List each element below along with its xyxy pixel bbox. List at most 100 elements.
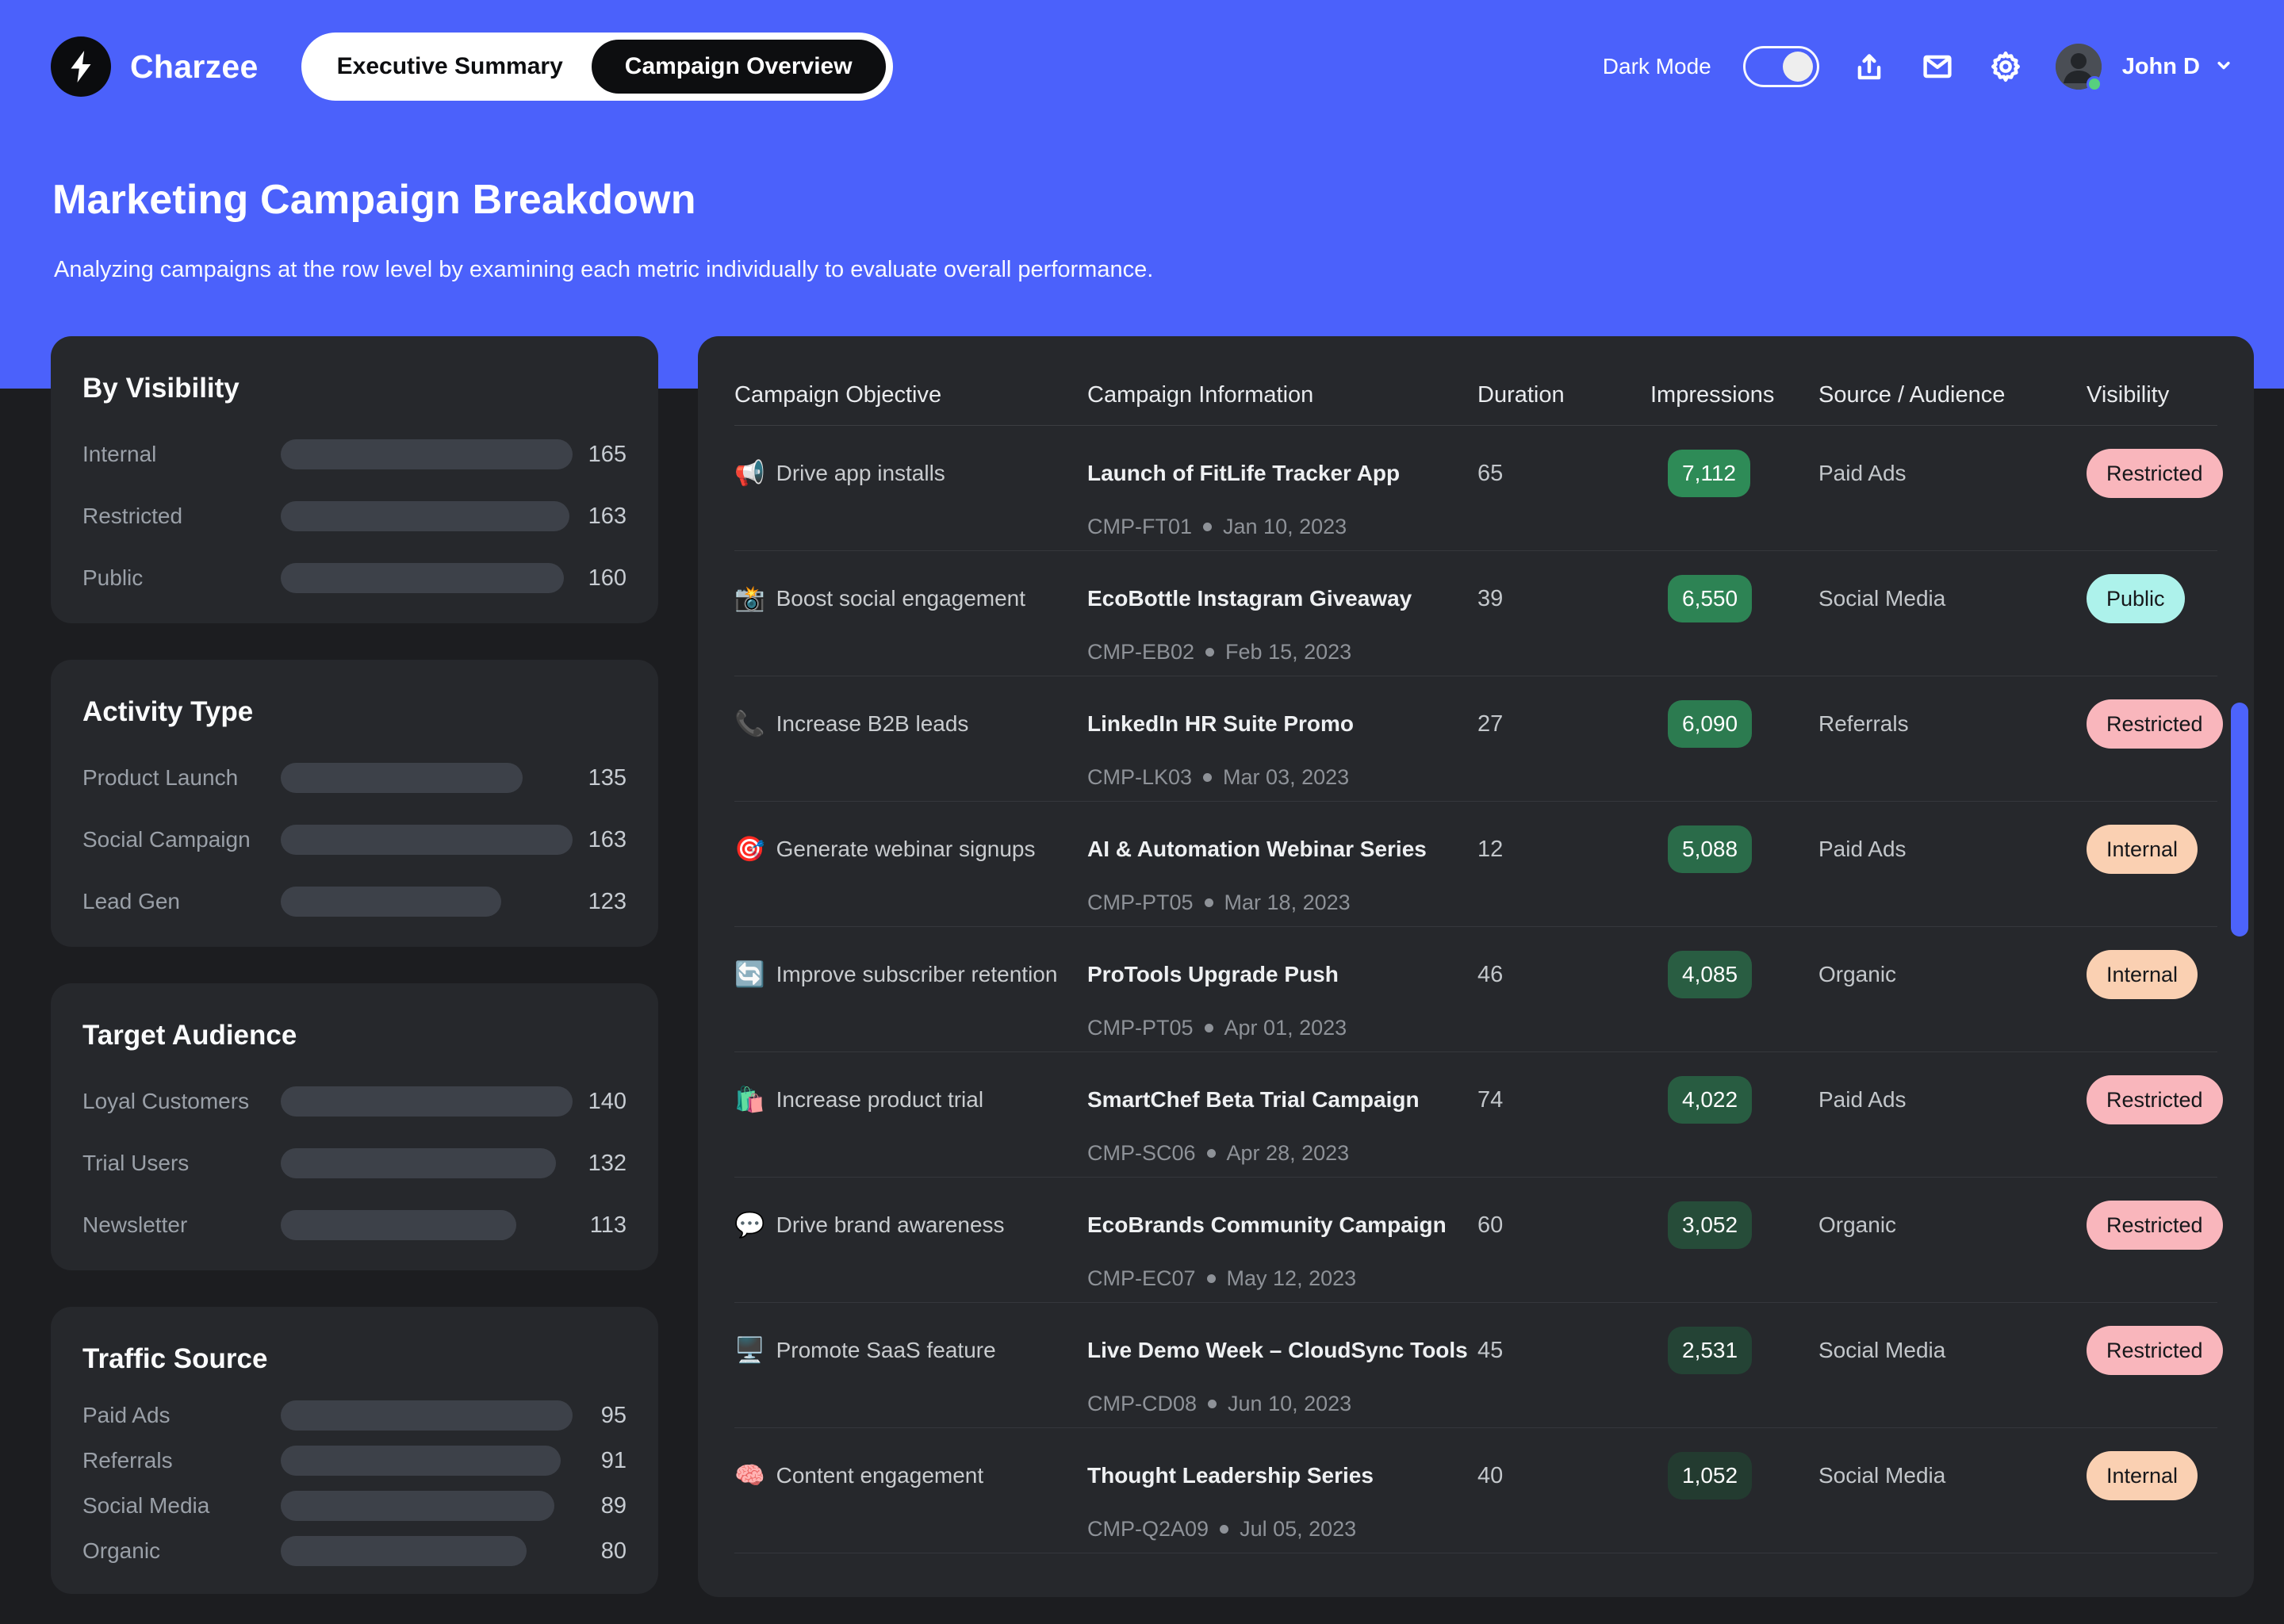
cell-duration: 27 [1477, 711, 1504, 737]
table-header-row: Campaign Objective Campaign Information Du… [734, 365, 2217, 426]
campaign-meta: CMP-PT05 Apr 01, 2023 [1087, 1016, 1477, 1040]
tab-campaign-overview[interactable]: Campaign Overview [591, 40, 886, 94]
value-bar [281, 1446, 561, 1476]
impressions-badge: 3,052 [1668, 1201, 1753, 1249]
panel-row-label: Loyal Customers [82, 1089, 250, 1113]
panel-row-restricted: Restricted 163 [82, 501, 627, 531]
panel-row-value: 140 [588, 1088, 627, 1114]
cell-impressions: 2,531 [1650, 1327, 1818, 1374]
share-icon[interactable] [1851, 48, 1887, 85]
panel-target-audience: Target Audience Loyal Customers 140 Trial U… [51, 983, 658, 1270]
cell-campaign-objective: 💬 Drive brand awareness [734, 1211, 1087, 1239]
campaign-meta: CMP-EC07 May 12, 2023 [1087, 1266, 1477, 1291]
campaign-meta: CMP-Q2A09 Jul 05, 2023 [1087, 1517, 1477, 1542]
campaign-name: Launch of FitLife Tracker App [1087, 461, 1401, 485]
campaign-name: AI & Automation Webinar Series [1087, 837, 1427, 861]
cell-source-audience: Paid Ads [1818, 837, 1907, 861]
panel-row-referrals: Referrals 91 [82, 1446, 627, 1476]
campaign-date: Jul 05, 2023 [1240, 1517, 1357, 1541]
user-name[interactable]: John D [2121, 53, 2200, 79]
cell-duration: 40 [1477, 1463, 1504, 1488]
cell-visibility: Internal [2087, 950, 2217, 999]
objective-icon: 📢 [734, 459, 765, 487]
cell-impressions: 3,052 [1650, 1201, 1818, 1249]
cell-duration: 65 [1477, 461, 1504, 486]
campaign-code: CMP-EC07 [1087, 1266, 1196, 1290]
cell-impressions: 4,022 [1650, 1076, 1818, 1124]
cell-duration: 45 [1477, 1338, 1504, 1363]
cell-source-audience: Paid Ads [1818, 1087, 1907, 1112]
panel-row-loyal-customers: Loyal Customers 140 [82, 1086, 627, 1116]
campaign-code: CMP-PT05 [1087, 891, 1194, 914]
cell-campaign-objective: 📞 Increase B2B leads [734, 710, 1087, 738]
summary-sidebar: By Visibility Internal 165 Restricted 163 Pub… [51, 336, 658, 1594]
objective-icon: 🛍️ [734, 1086, 765, 1113]
settings-gear-icon[interactable] [1987, 48, 2024, 85]
cell-impressions: 4,085 [1650, 951, 1818, 998]
panel-row-value: 95 [600, 1402, 627, 1428]
campaign-name: Thought Leadership Series [1087, 1463, 1374, 1488]
user-avatar[interactable] [2055, 44, 2102, 92]
objective-icon: 🔄 [734, 960, 765, 988]
table-scrollbar-thumb[interactable] [2231, 703, 2248, 936]
objective-label: Drive brand awareness [776, 1212, 1005, 1237]
toggle-knob [1782, 52, 1813, 82]
bar-track [281, 1446, 573, 1476]
panel-row-label: Social Campaign [82, 827, 251, 852]
cell-source-audience: Social Media [1818, 1463, 1946, 1488]
bar-track [281, 887, 573, 917]
chevron-down-icon[interactable] [2213, 54, 2235, 80]
campaign-meta: CMP-CD08 Jun 10, 2023 [1087, 1392, 1477, 1416]
campaign-date: May 12, 2023 [1226, 1266, 1357, 1290]
cell-campaign-information: ProTools Upgrade Push CMP-PT05 Apr 01, 202… [1087, 960, 1477, 1040]
campaign-code: CMP-SC06 [1087, 1141, 1196, 1165]
mail-icon[interactable] [1919, 48, 1956, 85]
tab-executive-summary[interactable]: Executive Summary [336, 53, 563, 79]
value-bar [281, 1400, 573, 1431]
panel-row-value: 163 [588, 503, 627, 529]
column-header-duration: Duration [1477, 381, 1565, 408]
separator-dot-icon [1204, 1024, 1213, 1032]
separator-dot-icon [1206, 1274, 1216, 1283]
campaign-date: Feb 15, 2023 [1225, 640, 1352, 664]
cell-source-audience: Referrals [1818, 711, 1909, 736]
lightning-bolt-icon [71, 51, 91, 82]
objective-label: Increase product trial [776, 1087, 984, 1112]
visibility-badge: Internal [2087, 950, 2198, 999]
panel-row-lead-gen: Lead Gen 123 [82, 887, 627, 917]
campaign-code: CMP-CD08 [1087, 1392, 1198, 1415]
cell-source-audience: Social Media [1818, 586, 1946, 611]
campaign-date: Mar 03, 2023 [1223, 765, 1350, 789]
cell-campaign-information: SmartChef Beta Trial Campaign CMP-SC06 Apr… [1087, 1086, 1477, 1166]
column-header-source-audience: Source / Audience [1818, 381, 2006, 408]
campaign-name: ProTools Upgrade Push [1087, 962, 1339, 986]
bar-track [281, 563, 573, 593]
bar-track [281, 439, 573, 469]
cell-campaign-information: Live Demo Week – CloudSync Tools CMP-CD08… [1087, 1336, 1477, 1416]
cell-duration: 12 [1477, 837, 1504, 862]
panel-title: Activity Type [82, 696, 254, 727]
panel-row-internal: Internal 165 [82, 439, 627, 469]
dark-mode-toggle[interactable] [1742, 46, 1819, 87]
panel-row-value: 163 [588, 826, 627, 852]
panel-row-label: Product Launch [82, 765, 239, 790]
value-bar [281, 563, 564, 593]
cell-campaign-information: EcoBottle Instagram Giveaway CMP-EB02 Feb … [1087, 584, 1477, 665]
online-status-dot [2086, 76, 2102, 92]
value-bar [281, 1491, 554, 1521]
value-bar [281, 887, 501, 917]
campaign-code: CMP-Q2A09 [1087, 1517, 1209, 1541]
visibility-badge: Restricted [2087, 449, 2223, 498]
cell-campaign-information: EcoBrands Community Campaign CMP-EC07 May … [1087, 1211, 1477, 1291]
cell-campaign-information: AI & Automation Webinar Series CMP-PT05 Ma… [1087, 835, 1477, 915]
cell-campaign-objective: 📸 Boost social engagement [734, 584, 1087, 613]
panel-row-value: 89 [600, 1492, 627, 1519]
cell-impressions: 5,088 [1650, 825, 1818, 873]
panel-title: By Visibility [82, 373, 240, 404]
panel-row-value: 165 [588, 441, 627, 467]
cell-impressions: 6,550 [1650, 575, 1818, 622]
table-row-smartchef-beta-trial-campaign: 🛍️ Increase product trial SmartChef Beta T… [734, 1052, 2223, 1178]
campaign-name: EcoBottle Instagram Giveaway [1087, 586, 1412, 611]
cell-duration: 39 [1477, 586, 1504, 611]
